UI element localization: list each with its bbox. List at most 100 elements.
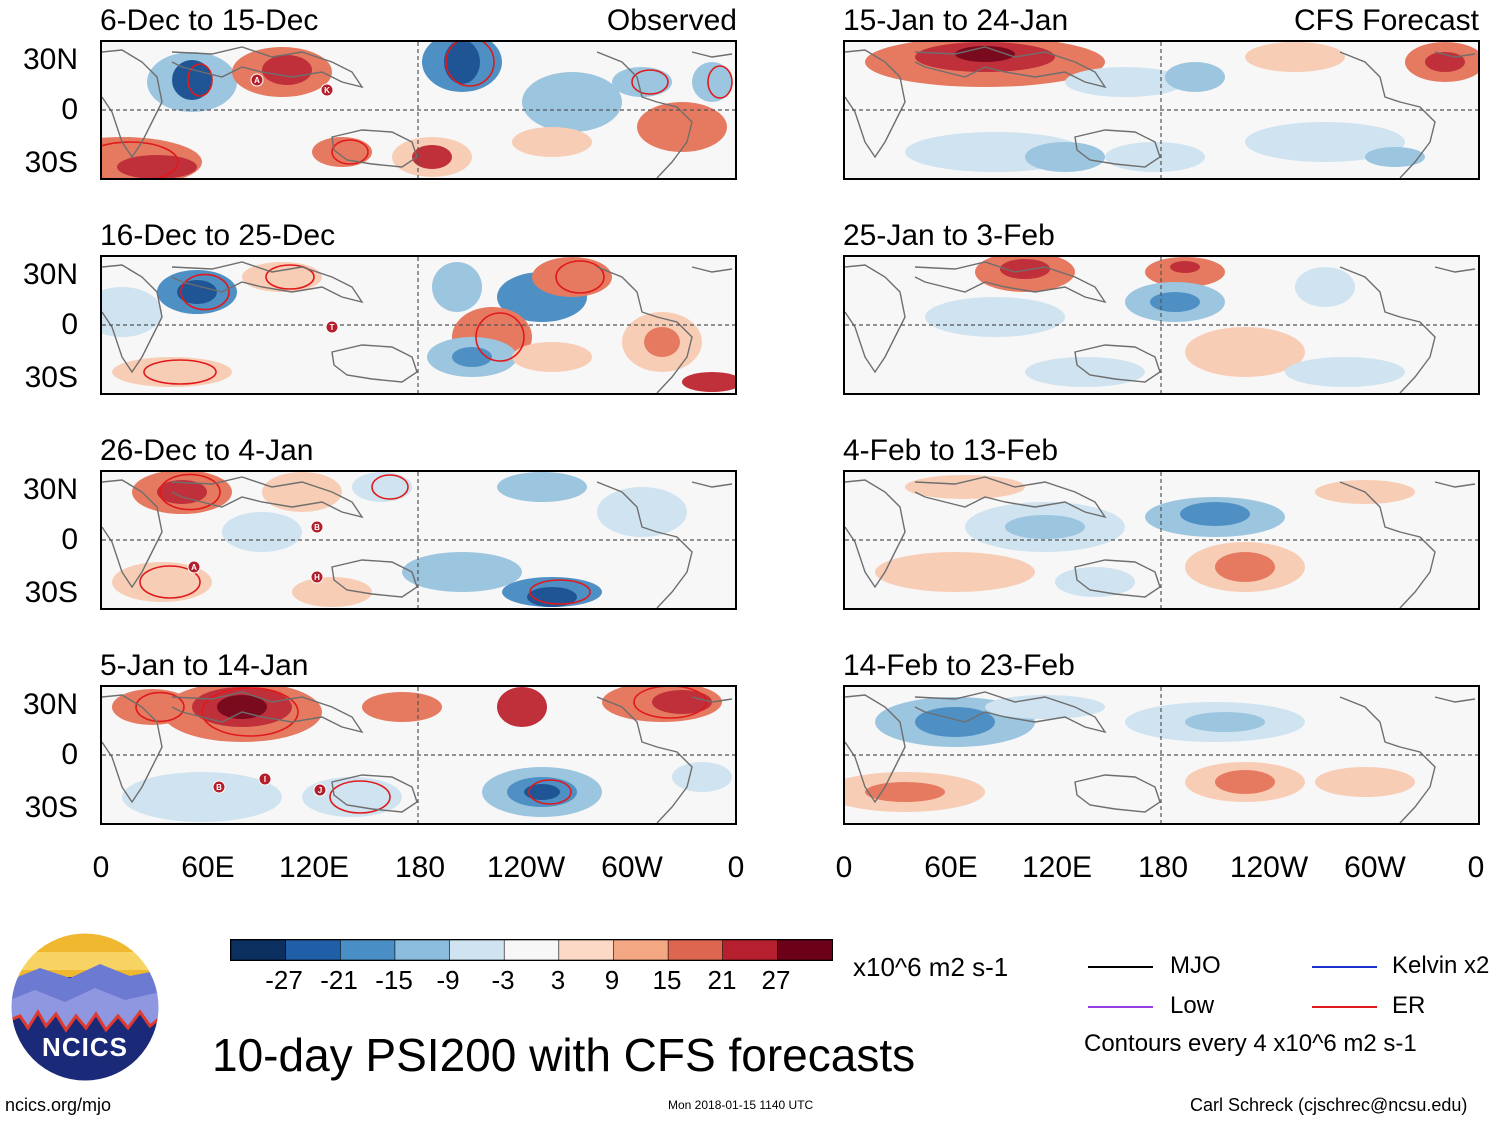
storm-marker: K [320,83,334,97]
panel-title: 25-Jan to 3-Feb [843,219,1055,252]
negative-anomaly-region [1285,357,1405,387]
colorbar-swatches [230,939,833,961]
er-contour [265,264,315,290]
storm-marker: B [212,780,226,794]
coastline [691,51,733,58]
lat-label-30s: 30S [24,576,78,609]
positive-anomaly-region [682,372,735,392]
lat-label-0: 0 [61,93,78,126]
colorbar-swatch [449,939,505,961]
negative-anomaly-region [1055,567,1135,597]
observed-tag: Observed [606,4,737,37]
colorbar-swatch [230,939,287,961]
negative-anomaly-region [524,784,560,800]
negative-anomaly-region [402,552,522,592]
colorbar-swatch [340,939,396,961]
negative-anomaly-region [1165,62,1225,92]
map-panel-forecast-2 [843,255,1480,395]
er-contour [329,780,391,814]
positive-anomaly-region [312,137,372,167]
colorbar-label: -9 [436,965,460,995]
negative-anomaly-region [985,695,1105,719]
lon-label: 180 [1137,851,1189,884]
negative-anomaly-region [1105,142,1205,172]
negative-anomaly-region [597,487,687,537]
colorbar-swatch [558,939,615,961]
coastline [596,51,693,178]
storm-marker: T [325,320,339,334]
coastline [331,129,418,168]
colorbar-label: 21 [707,965,737,995]
logo-icon [10,932,160,1082]
coastline [914,476,1107,519]
coastline [1434,481,1476,488]
lon-label: 60E [924,851,978,884]
coastline [914,691,1107,734]
panel-title: 4-Feb to 13-Feb [843,434,1059,467]
lon-label: 0 [727,851,745,884]
footer-url: ncics.org/mjo [5,1095,112,1115]
er-contour [331,139,369,165]
lon-label: 60W [1344,851,1406,884]
coastline [1434,51,1476,58]
panel-title: 14-Feb to 23-Feb [843,649,1075,682]
er-contour [143,359,217,385]
coastline [171,691,364,734]
legend-line-kelvin [1312,966,1377,968]
lon-label: 120E [278,851,350,884]
positive-anomaly-region [217,695,267,719]
legend-label-mjo: MJO [1170,952,1221,979]
storm-letter: H [314,573,320,582]
coastline [914,46,1107,89]
colorbar-label: -21 [320,965,358,995]
lon-label: 120E [1021,851,1093,884]
positive-anomaly-region [532,257,612,297]
coastline [331,344,418,383]
positive-anomaly-region [292,577,372,607]
negative-anomaly-region [527,587,577,607]
er-contour [633,687,707,719]
positive-anomaly-region [362,692,442,722]
legend-label-low: Low [1170,992,1215,1019]
negative-anomaly-region [177,280,217,304]
colorbar-swatch [667,939,724,961]
lat-label-30s: 30S [24,146,78,179]
coastline [845,694,906,804]
er-contour [707,65,733,99]
er-contour [187,63,213,97]
storm-letter: B [314,523,320,532]
negative-anomaly-region [1365,147,1425,167]
er-contour [371,474,409,500]
coastline [1074,559,1161,598]
coastline [596,266,693,393]
negative-anomaly-region [1295,267,1355,307]
lat-label-30s: 30S [24,361,78,394]
er-contour [445,42,495,87]
positive-anomaly-region [1215,770,1275,794]
storm-icon [212,780,226,794]
map-panel-forecast-1 [843,40,1480,180]
coastline [102,49,163,159]
positive-anomaly-region [117,155,197,178]
positive-anomaly-region [512,127,592,157]
lon-label: 120W [486,851,566,884]
storm-icon [313,783,327,797]
positive-anomaly-region [644,327,680,357]
legend-label-er: ER [1392,992,1426,1019]
er-contour [475,312,525,362]
storm-icon [187,560,201,574]
storm-icon [310,570,324,584]
colorbar-swatch [503,939,560,961]
storm-marker: H [310,570,324,584]
colorbar-label: 9 [604,965,620,995]
negative-anomaly-region [522,72,622,132]
negative-anomaly-region [432,262,482,312]
er-contour [159,473,221,511]
storm-letter: A [254,76,260,85]
negative-anomaly-region [612,67,672,97]
map-canvas: T [102,257,735,393]
negative-anomaly-region [497,472,587,502]
storm-letter: A [191,563,197,572]
footer-author: Carl Schreck (cjschrec@ncsu.edu) [1190,1095,1468,1115]
colorbar-swatch [285,939,341,961]
